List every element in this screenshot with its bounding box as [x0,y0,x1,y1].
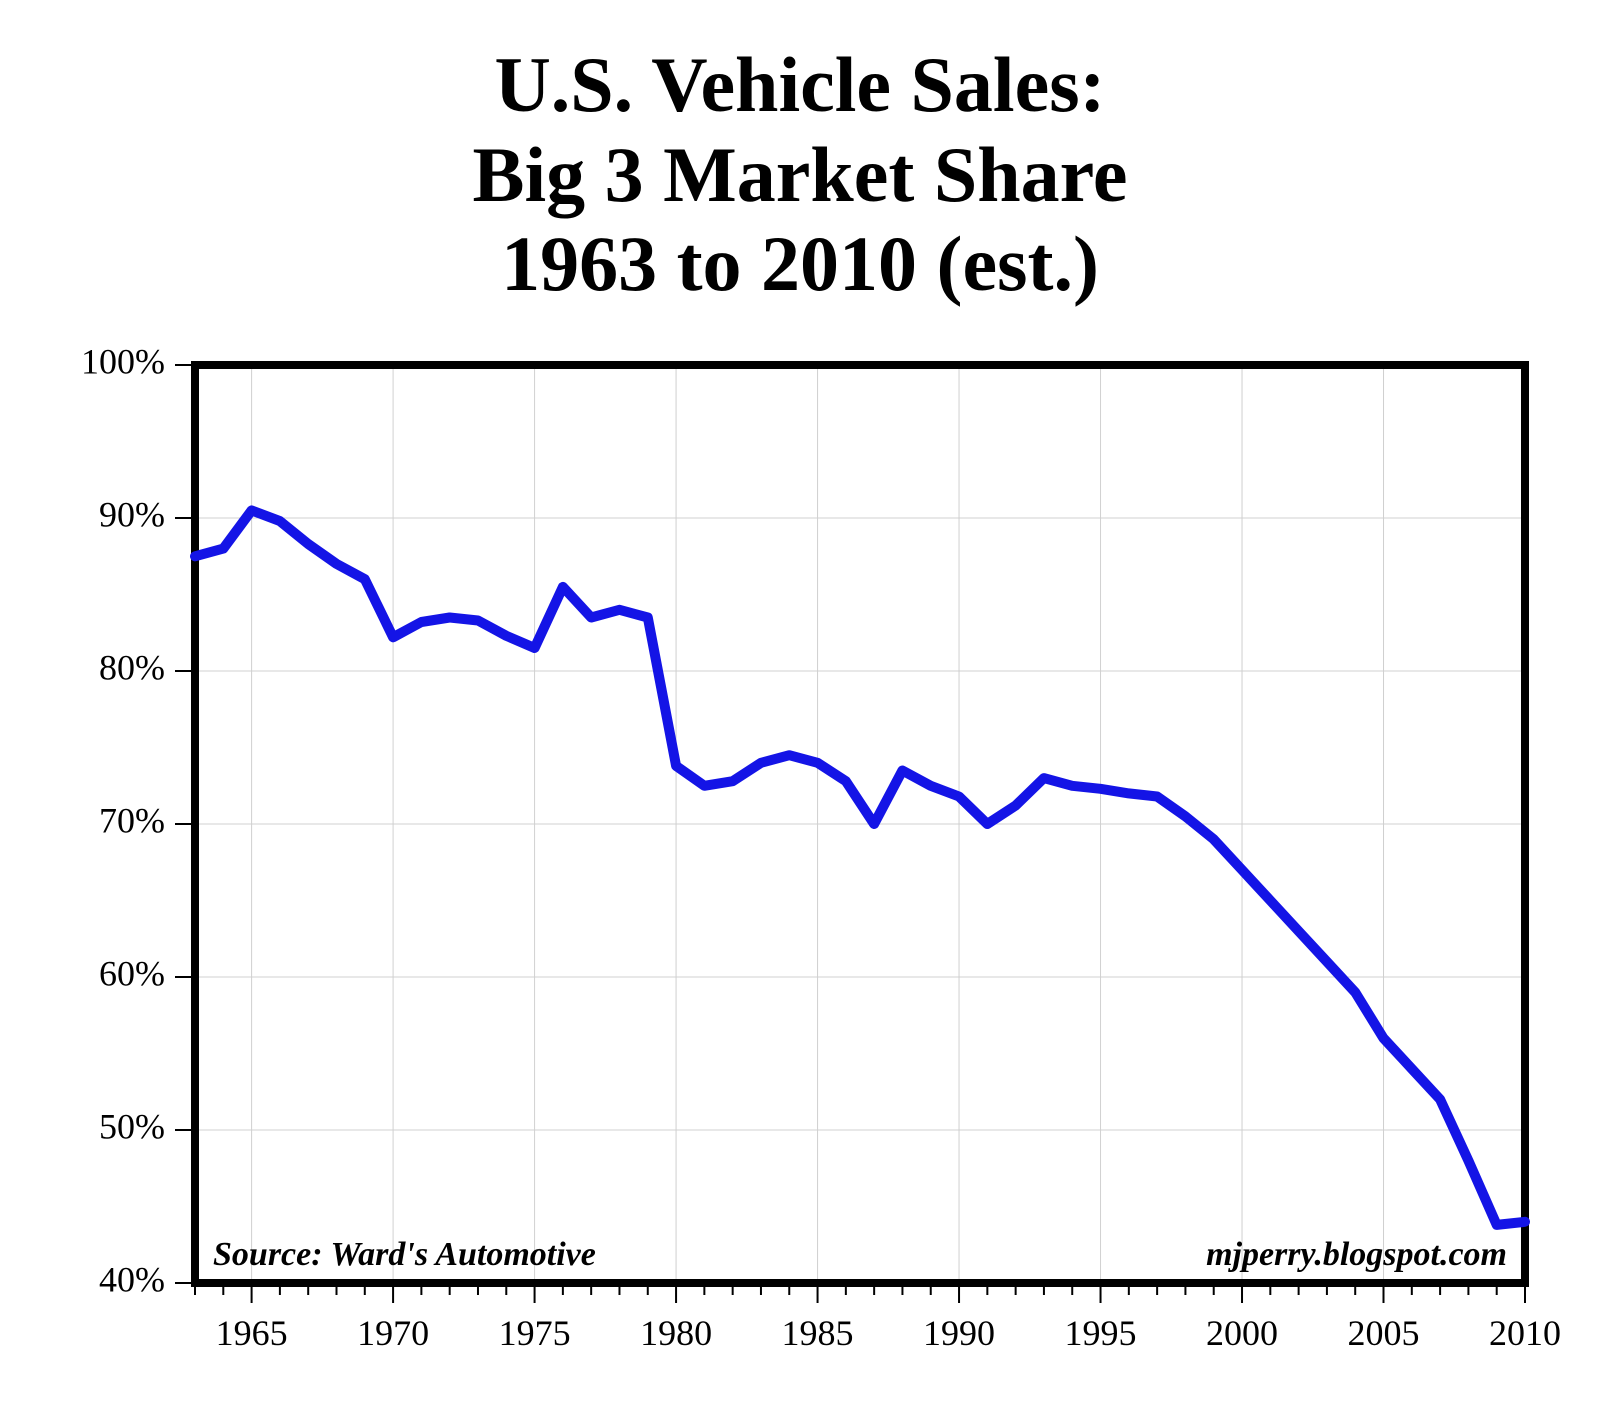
x-tick-label: 1995 [1065,1313,1137,1353]
credit-label: mjperry.blogspot.com [1206,1236,1507,1273]
y-tick-label: 70% [99,800,165,840]
x-tick-label: 1965 [216,1313,288,1353]
x-tick-label: 2000 [1206,1313,1278,1353]
y-tick-label: 50% [99,1106,165,1146]
source-label: Source: Ward's Automotive [213,1236,596,1273]
y-tick-label: 100% [81,341,165,381]
y-tick-label: 60% [99,953,165,993]
y-tick-label: 90% [99,494,165,534]
chart-container: U.S. Vehicle Sales:Big 3 Market Share196… [0,0,1600,1422]
y-tick-label: 80% [99,647,165,687]
x-tick-label: 1985 [782,1313,854,1353]
line-chart: 40% 50% 60% 70% 80% 90% 100% 1965 1970 1975 1980 19… [0,0,1600,1422]
x-tick-label: 2005 [1348,1313,1420,1353]
x-tick-label: 1975 [499,1313,571,1353]
x-tick-label: 2010 [1489,1313,1561,1353]
market-share-line [195,510,1525,1225]
y-tick-label: 40% [99,1259,165,1299]
x-tick-label: 1980 [640,1313,712,1353]
x-tick-label: 1990 [923,1313,995,1353]
x-tick-label: 1970 [357,1313,429,1353]
